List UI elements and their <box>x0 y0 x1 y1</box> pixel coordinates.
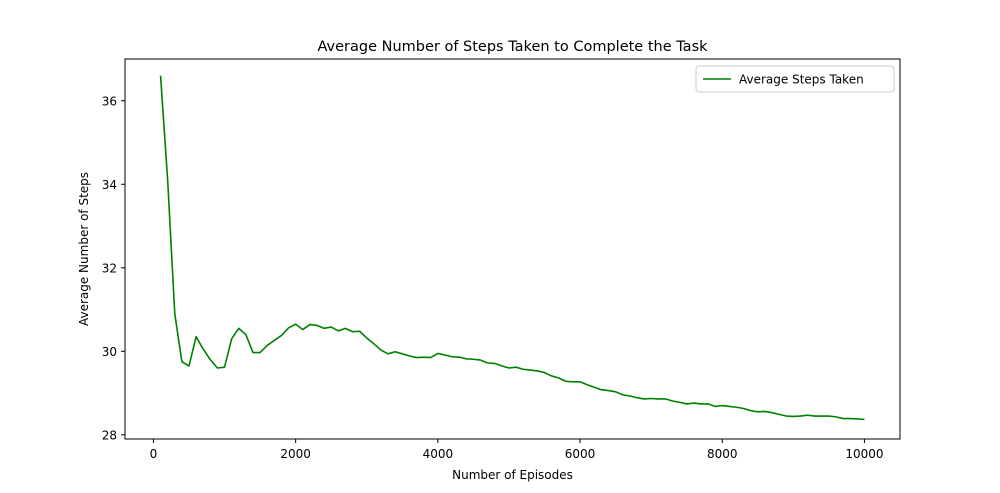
x-tick-label: 6000 <box>565 447 596 461</box>
y-tick-label: 32 <box>102 261 117 275</box>
legend-box <box>695 65 895 93</box>
series-line <box>159 75 865 421</box>
y-tick-label: 36 <box>102 94 117 108</box>
x-tick-label: 2000 <box>280 447 311 461</box>
y-tick-label: 34 <box>102 178 117 192</box>
x-tick-label: 8000 <box>707 447 738 461</box>
y-tick-label: 28 <box>102 428 117 442</box>
y-tick-label: 30 <box>102 345 117 359</box>
x-tick-label: 0 <box>150 447 158 461</box>
plot-frame <box>124 58 901 440</box>
legend: Average Steps Taken <box>695 65 895 93</box>
x-tick-label: 4000 <box>423 447 454 461</box>
y-axis-label: Average Number of Steps <box>77 172 91 326</box>
chart-title: Average Number of Steps Taken to Complet… <box>317 39 708 55</box>
x-tick-label: 10000 <box>845 447 883 461</box>
legend-label: Average Steps Taken <box>739 73 864 87</box>
x-axis-label: Number of Episodes <box>452 468 573 482</box>
